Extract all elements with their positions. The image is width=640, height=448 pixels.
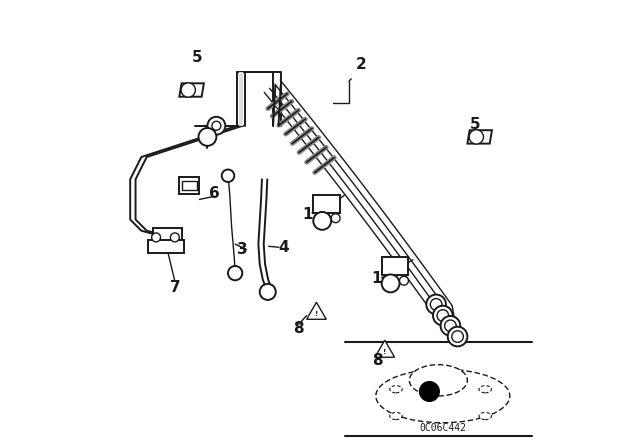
Text: 1: 1 [371, 271, 382, 286]
Circle shape [228, 266, 243, 280]
Ellipse shape [390, 386, 402, 393]
Circle shape [433, 306, 452, 325]
Bar [239, 72, 243, 126]
Circle shape [314, 212, 331, 230]
Text: 5: 5 [470, 117, 480, 132]
Text: !: ! [315, 311, 318, 317]
Polygon shape [179, 83, 204, 97]
Ellipse shape [479, 386, 492, 393]
Ellipse shape [390, 413, 402, 420]
Circle shape [381, 275, 399, 293]
Circle shape [152, 233, 161, 242]
Circle shape [420, 382, 439, 401]
Circle shape [445, 320, 456, 332]
Circle shape [437, 310, 449, 321]
Text: 7: 7 [170, 280, 180, 295]
Text: !: ! [383, 349, 387, 355]
Circle shape [448, 327, 467, 346]
Text: 5: 5 [192, 50, 202, 65]
Polygon shape [307, 302, 326, 319]
Circle shape [469, 130, 483, 144]
Bar [182, 181, 197, 190]
Text: 8: 8 [372, 353, 383, 368]
Bar [179, 177, 200, 194]
Bar [381, 258, 408, 276]
Circle shape [198, 128, 216, 146]
Polygon shape [467, 130, 492, 144]
Ellipse shape [479, 413, 492, 420]
Circle shape [181, 83, 195, 97]
Circle shape [207, 117, 225, 135]
Bar [148, 240, 184, 253]
Polygon shape [375, 340, 395, 357]
Circle shape [168, 231, 181, 244]
Bar [152, 228, 182, 246]
Circle shape [331, 214, 340, 223]
Text: 1: 1 [302, 207, 313, 222]
Ellipse shape [376, 369, 510, 423]
Text: 8: 8 [293, 322, 304, 336]
Circle shape [212, 121, 221, 130]
Text: 4: 4 [278, 240, 289, 255]
Text: 3: 3 [237, 242, 247, 257]
Circle shape [430, 298, 442, 310]
Bar [314, 195, 340, 213]
Ellipse shape [410, 365, 467, 396]
Circle shape [170, 233, 179, 242]
Text: 0C06C442: 0C06C442 [419, 423, 467, 433]
Circle shape [221, 169, 234, 182]
Text: 6: 6 [209, 186, 220, 201]
Circle shape [158, 229, 174, 246]
Circle shape [440, 316, 460, 336]
Circle shape [260, 284, 276, 300]
Circle shape [452, 331, 463, 342]
Circle shape [399, 276, 408, 285]
Circle shape [426, 295, 446, 314]
Text: 2: 2 [356, 56, 367, 72]
